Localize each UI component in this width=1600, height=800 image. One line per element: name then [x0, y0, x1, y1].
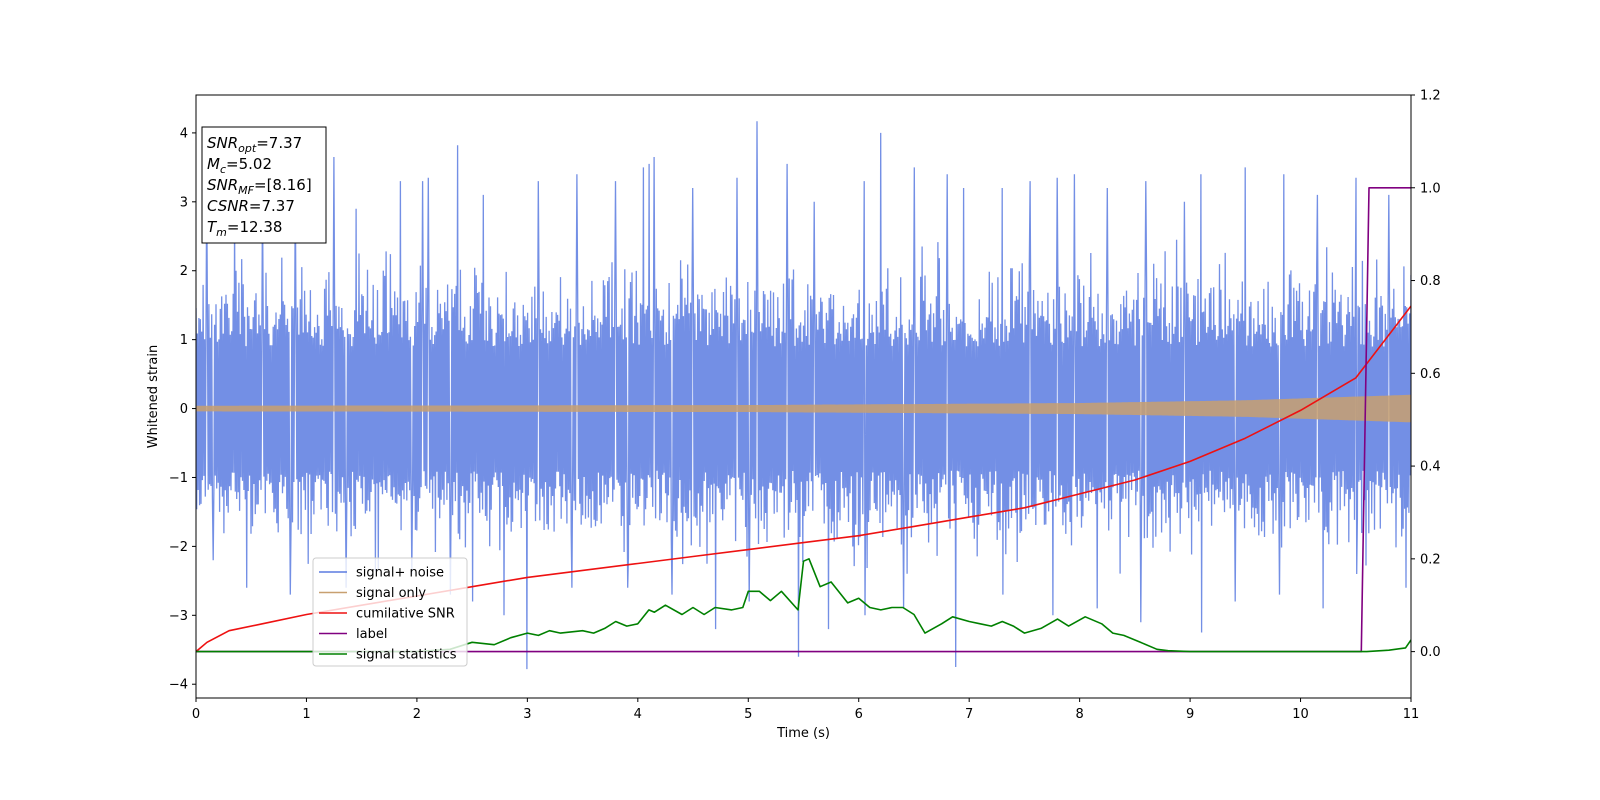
series-cumulative-snr-line — [196, 305, 1411, 653]
y2-tick-label: 0.6 — [1420, 367, 1441, 382]
annotation-line: SNRopt=7.37 — [207, 134, 302, 155]
y2-tick-label: 1.0 — [1420, 181, 1441, 196]
legend-label: signal statistics — [356, 648, 457, 663]
y-tick-label: 1 — [180, 333, 188, 348]
y-tick-label: 0 — [180, 402, 188, 417]
annotation-line: Mc=5.02 — [207, 155, 272, 176]
series-label-line — [196, 187, 1411, 653]
annotation-line: SNRMF=[8.16] — [207, 176, 312, 197]
y2-tick-label: 1.2 — [1420, 89, 1441, 104]
x-tick-label: 0 — [192, 707, 200, 722]
y-tick-label: −3 — [169, 609, 188, 624]
x-tick-label: 2 — [413, 707, 421, 722]
x-tick-label: 5 — [744, 707, 752, 722]
y2-tick-label: 0.2 — [1420, 552, 1441, 567]
y-tick-label: 4 — [180, 126, 188, 141]
x-axis-label: Time (s) — [776, 726, 830, 741]
annotation-line: Tm=12.38 — [207, 218, 282, 239]
legend-label: label — [356, 627, 387, 642]
y2-tick-label: 0.0 — [1420, 645, 1441, 660]
x-tick-label: 8 — [1075, 707, 1083, 722]
legend-box — [312, 557, 468, 667]
y-tick-label: 3 — [180, 195, 188, 210]
x-tick-label: 4 — [634, 707, 642, 722]
y-tick-label: 2 — [180, 264, 188, 279]
annotation-box — [201, 126, 327, 244]
y2-tick-label: 0.4 — [1420, 460, 1441, 475]
y-tick-label: −1 — [169, 471, 188, 486]
x-tick-label: 10 — [1292, 707, 1309, 722]
plot-frame — [195, 94, 1412, 699]
x-tick-label: 1 — [302, 707, 310, 722]
y-axis-label: Whitened strain — [146, 345, 161, 448]
x-tick-label: 9 — [1186, 707, 1194, 722]
annotation-line: CSNR=7.37 — [207, 197, 295, 215]
legend-label: cumilative SNR — [356, 607, 455, 622]
x-tick-label: 6 — [855, 707, 863, 722]
y-tick-label: −4 — [169, 678, 188, 693]
series-signal-statistics-line — [196, 557, 1411, 653]
series-signal-only-line — [196, 394, 1411, 423]
y2-tick-label: 0.8 — [1420, 274, 1441, 289]
x-tick-label: 7 — [965, 707, 973, 722]
series-signal-noise-line — [196, 121, 1411, 670]
y-tick-label: −2 — [169, 540, 188, 555]
legend-label: signal+ noise — [356, 566, 444, 581]
x-tick-label: 3 — [523, 707, 531, 722]
legend-label: signal only — [356, 586, 426, 601]
x-tick-label: 11 — [1403, 707, 1420, 722]
